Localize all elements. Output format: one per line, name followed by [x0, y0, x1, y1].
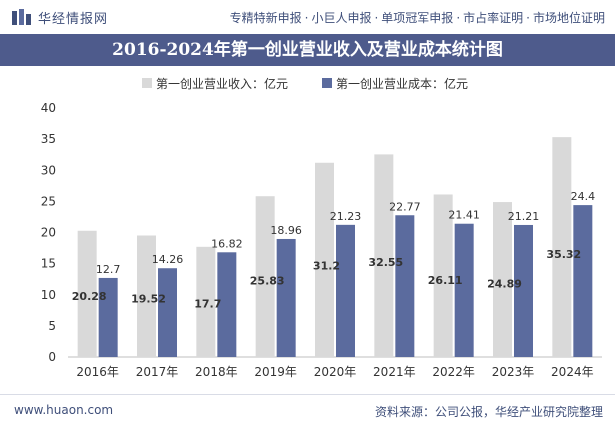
- bar-revenue: [433, 194, 453, 357]
- y-tick-label: 25: [41, 194, 56, 208]
- x-tick-label: 2019年: [254, 365, 297, 379]
- bar-revenue: [255, 196, 275, 357]
- title-bar: 2016-2024年第一创业营业收入及营业成本统计图: [0, 34, 615, 66]
- chart-title: 2016-2024年第一创业营业收入及营业成本统计图: [112, 40, 503, 60]
- site-logo[interactable]: 华经情报网: [12, 8, 109, 27]
- bar-cost: [217, 252, 237, 357]
- link-xiaojuren[interactable]: 小巨人申报: [311, 11, 372, 25]
- bar-revenue: [137, 235, 156, 357]
- data-label-cost: 14.26: [152, 253, 184, 266]
- data-label-revenue: 32.55: [368, 256, 403, 269]
- data-label-revenue: 20.28: [72, 290, 107, 303]
- x-tick-label: 2016年: [76, 365, 119, 379]
- data-label-cost: 22.77: [389, 200, 421, 213]
- data-label-revenue: 24.89: [487, 277, 522, 290]
- y-tick-label: 30: [41, 163, 56, 177]
- link-zhuanjingtexin[interactable]: 专精特新申报: [229, 11, 302, 25]
- data-label-revenue: 26.11: [428, 274, 463, 287]
- link-separator: ·: [304, 11, 309, 25]
- y-tick-label: 5: [48, 319, 56, 333]
- bar-revenue: [77, 230, 97, 357]
- data-label-cost: 21.23: [330, 210, 362, 223]
- bar-cost: [514, 224, 533, 357]
- bar-revenue: [374, 154, 394, 357]
- legend-swatch-revenue: [142, 78, 152, 88]
- data-label-cost: 18.96: [270, 224, 302, 237]
- bar-cost: [454, 223, 474, 357]
- x-tick-label: 2022年: [432, 365, 475, 379]
- data-label-cost: 21.41: [448, 209, 480, 222]
- bar-revenue: [493, 202, 512, 357]
- link-danxiangguanjun[interactable]: 单项冠军申报: [381, 11, 454, 25]
- data-label-revenue: 19.52: [131, 292, 166, 305]
- bar-cost: [336, 224, 355, 357]
- y-tick-label: 10: [41, 288, 56, 302]
- data-label-revenue: 35.32: [546, 248, 581, 261]
- link-separator: ·: [456, 11, 461, 25]
- bar-chart: 第一创业营业收入：亿元 第一创业营业成本：亿元 0 5 10 15 20 25 30 35 40 20…: [41, 76, 602, 379]
- link-shichangdiwei[interactable]: 市场地位证明: [532, 11, 605, 25]
- top-bar: 华经情报网 专精特新申报 · 小巨人申报 · 单项冠军申报 · 市占率证明 · 市场地位证明: [0, 0, 615, 34]
- bar-revenue: [552, 137, 572, 357]
- y-tick-label: 0: [48, 350, 56, 364]
- data-label-revenue: 17.7: [194, 297, 221, 310]
- link-separator: ·: [526, 11, 530, 25]
- bar-cost: [276, 238, 296, 357]
- link-separator: ·: [374, 11, 379, 25]
- footer-url[interactable]: www.huaon.com: [14, 403, 114, 417]
- footer-source: 资料来源：公司公报，华经产业研究院整理: [374, 405, 603, 419]
- x-tick-label: 2021年: [373, 365, 416, 379]
- bar-cost: [158, 268, 177, 357]
- bar-revenue: [196, 246, 216, 357]
- data-label-cost: 12.7: [96, 263, 121, 276]
- data-label-cost: 24.4: [571, 190, 596, 203]
- y-tick-label: 20: [41, 226, 56, 240]
- x-tick-label: 2024年: [551, 365, 594, 379]
- logo-text: 华经情报网: [38, 11, 109, 27]
- y-tick-label: 15: [41, 257, 56, 271]
- data-label-cost: 16.82: [211, 237, 243, 250]
- bar-cost: [573, 205, 593, 357]
- legend-label-cost: 第一创业营业成本：亿元: [336, 76, 468, 91]
- data-label-revenue: 31.2: [313, 260, 340, 273]
- footer: www.huaon.com 资料来源：公司公报，华经产业研究院整理: [0, 394, 615, 428]
- y-tick-label: 40: [41, 101, 56, 115]
- logo-icon: [12, 9, 31, 25]
- bar-cost: [395, 215, 415, 357]
- link-shizhanlv[interactable]: 市占率证明: [463, 11, 524, 25]
- x-tick-label: 2020年: [314, 365, 357, 379]
- x-tick-label: 2018年: [195, 365, 238, 379]
- bar-cost: [98, 277, 118, 357]
- legend-swatch-cost: [322, 78, 332, 88]
- y-tick-label: 35: [41, 132, 56, 146]
- x-tick-label: 2017年: [136, 365, 179, 379]
- bar-revenue: [315, 162, 334, 357]
- x-tick-label: 2023年: [492, 365, 535, 379]
- legend-label-revenue: 第一创业营业收入：亿元: [156, 76, 288, 91]
- top-links: 专精特新申报 · 小巨人申报 · 单项冠军申报 · 市占率证明 · 市场地位证明: [230, 9, 605, 26]
- data-label-cost: 21.21: [508, 210, 540, 223]
- data-label-revenue: 25.83: [250, 275, 285, 288]
